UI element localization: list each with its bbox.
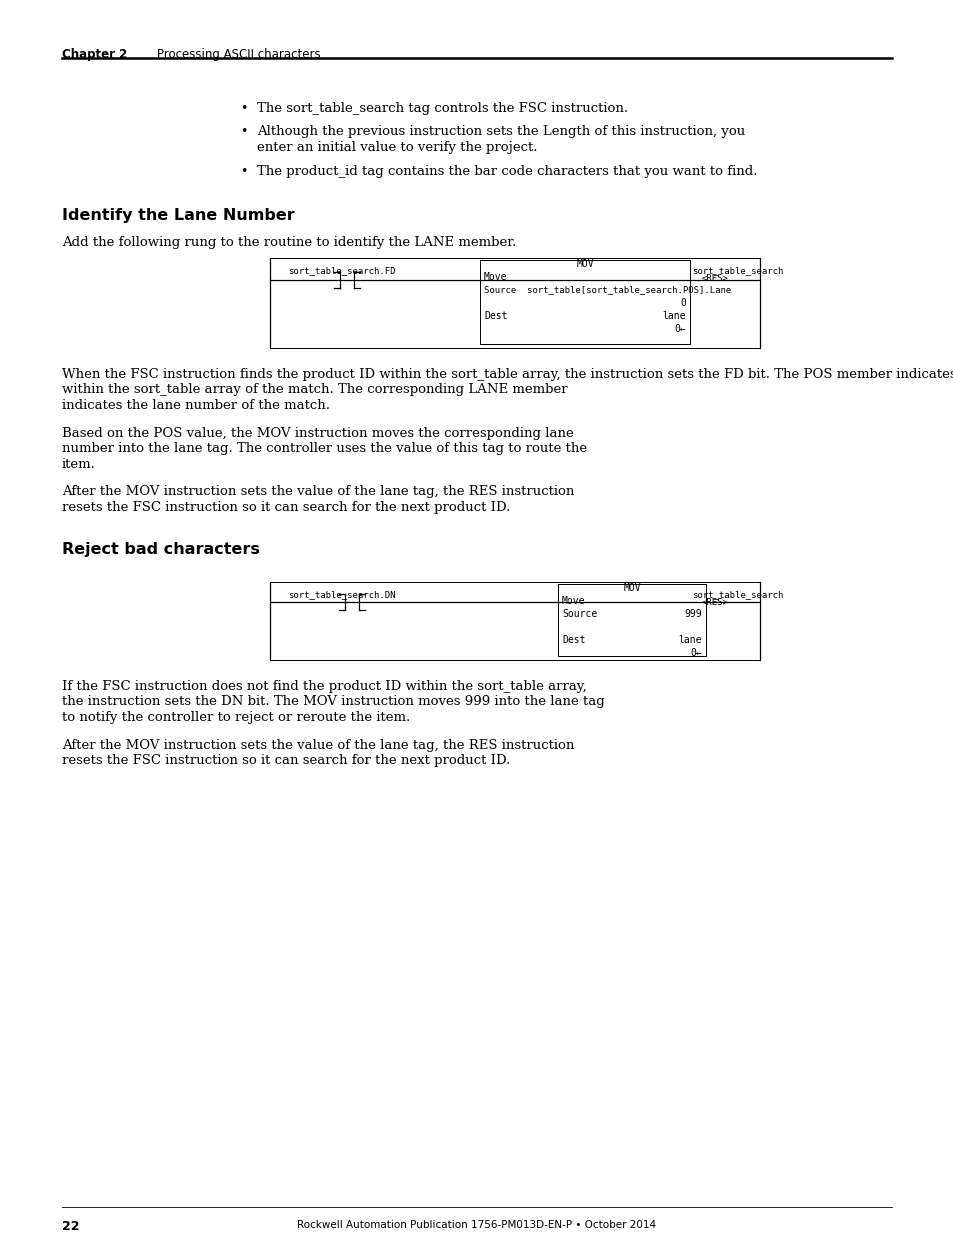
Text: Rockwell Automation Publication 1756-PM013D-EN-P • October 2014: Rockwell Automation Publication 1756-PM0… (297, 1220, 656, 1230)
Text: lane: lane (661, 311, 685, 321)
Text: Source: Source (561, 609, 597, 619)
Text: 0: 0 (679, 298, 685, 308)
Text: <RES>: <RES> (701, 598, 728, 606)
Text: 0←: 0← (674, 324, 685, 333)
Text: Chapter 2: Chapter 2 (62, 48, 127, 61)
Text: •: • (240, 103, 247, 115)
Text: Move: Move (561, 597, 585, 606)
Text: If the FSC instruction does not find the product ID within the sort_table array,: If the FSC instruction does not find the… (62, 680, 586, 693)
Bar (270, 258, 760, 348)
Text: item.: item. (62, 457, 95, 471)
Bar (270, 582, 760, 659)
Text: After the MOV instruction sets the value of the lane tag, the RES instruction: After the MOV instruction sets the value… (62, 739, 574, 752)
Text: 22: 22 (62, 1220, 79, 1233)
Text: the instruction sets the DN bit. The MOV instruction moves 999 into the lane tag: the instruction sets the DN bit. The MOV… (62, 695, 604, 709)
Text: 999: 999 (683, 609, 701, 619)
Text: The product_id tag contains the bar code characters that you want to find.: The product_id tag contains the bar code… (256, 164, 757, 178)
Text: Although the previous instruction sets the Length of this instruction, you: Although the previous instruction sets t… (256, 126, 744, 138)
Text: Reject bad characters: Reject bad characters (62, 542, 259, 557)
Text: After the MOV instruction sets the value of the lane tag, the RES instruction: After the MOV instruction sets the value… (62, 485, 574, 498)
Text: Move: Move (483, 272, 507, 282)
Text: The sort_table_search tag controls the FSC instruction.: The sort_table_search tag controls the F… (256, 103, 627, 115)
Text: MOV: MOV (576, 259, 593, 269)
Text: resets the FSC instruction so it can search for the next product ID.: resets the FSC instruction so it can sea… (62, 500, 510, 514)
Text: MOV: MOV (622, 583, 640, 593)
Text: lane: lane (678, 635, 701, 645)
Text: When the FSC instruction finds the product ID within the sort_table array, the i: When the FSC instruction finds the produ… (62, 368, 953, 382)
Text: 0←: 0← (690, 648, 701, 658)
Text: Based on the POS value, the MOV instruction moves the corresponding lane: Based on the POS value, the MOV instruct… (62, 426, 573, 440)
Text: Dest: Dest (483, 311, 507, 321)
Text: Source  sort_table[sort_table_search.POS].Lane: Source sort_table[sort_table_search.POS]… (483, 285, 731, 294)
Text: Identify the Lane Number: Identify the Lane Number (62, 207, 294, 224)
Text: •: • (240, 164, 247, 178)
Text: •: • (240, 126, 247, 138)
Text: sort_table_search: sort_table_search (691, 266, 782, 275)
Text: within the sort_table array of the match. The corresponding LANE member: within the sort_table array of the match… (62, 384, 567, 396)
Text: Dest: Dest (561, 635, 585, 645)
Text: Processing ASCII characters: Processing ASCII characters (157, 48, 320, 61)
Text: resets the FSC instruction so it can search for the next product ID.: resets the FSC instruction so it can sea… (62, 755, 510, 767)
Text: sort_table_search.FD: sort_table_search.FD (288, 266, 395, 275)
Text: indicates the lane number of the match.: indicates the lane number of the match. (62, 399, 330, 412)
Text: number into the lane tag. The controller uses the value of this tag to route the: number into the lane tag. The controller… (62, 442, 586, 454)
Bar (558, 584, 705, 656)
Text: sort_table_search: sort_table_search (691, 590, 782, 599)
Text: enter an initial value to verify the project.: enter an initial value to verify the pro… (256, 141, 537, 154)
Text: sort_table_search.DN: sort_table_search.DN (288, 590, 395, 599)
Text: to notify the controller to reject or reroute the item.: to notify the controller to reject or re… (62, 711, 410, 724)
Bar (479, 261, 689, 345)
Text: <RES>: <RES> (701, 274, 728, 283)
Text: Add the following rung to the routine to identify the LANE member.: Add the following rung to the routine to… (62, 236, 516, 249)
